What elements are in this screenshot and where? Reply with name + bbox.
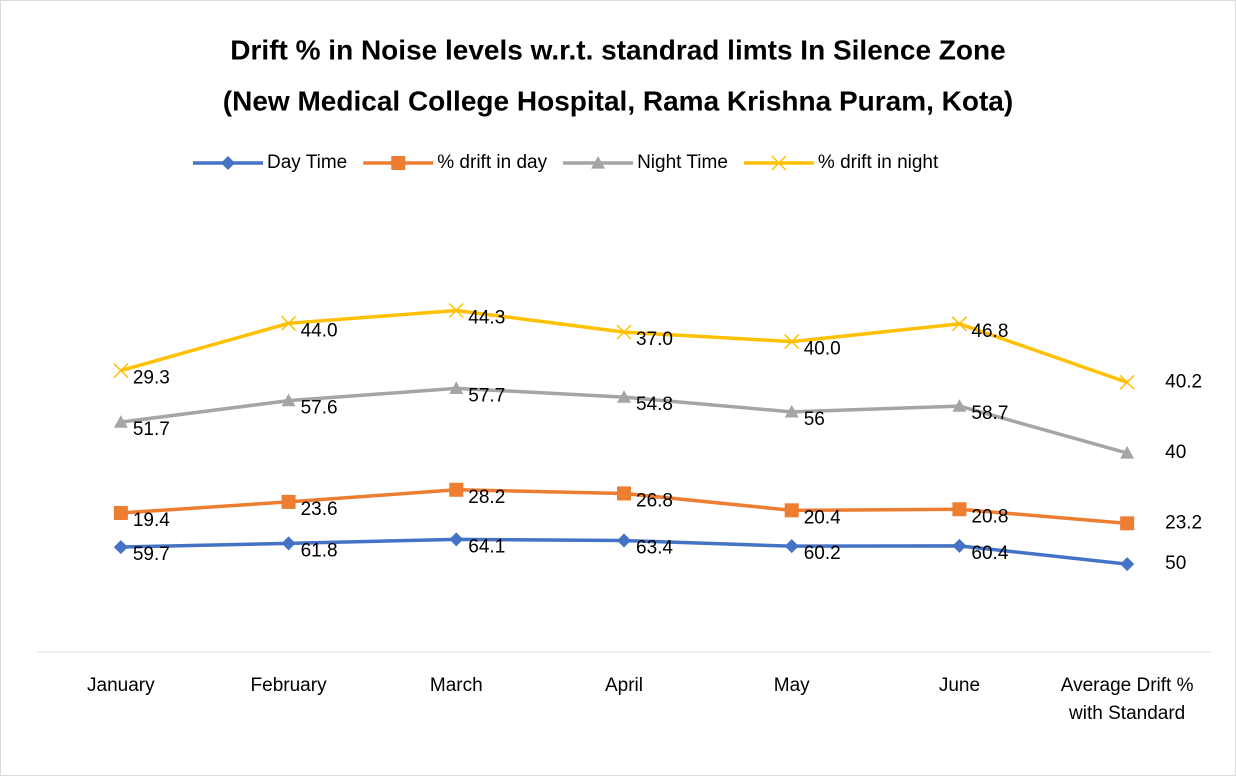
data-label: 61.8: [301, 540, 338, 561]
legend-label: Day Time: [267, 152, 347, 173]
marker: [113, 505, 128, 520]
marker: [113, 415, 128, 428]
data-label: 51.7: [133, 419, 170, 440]
marker: [951, 316, 967, 332]
data-label: 60.4: [971, 543, 1008, 564]
marker: [1119, 374, 1135, 390]
data-label: 63.4: [636, 538, 673, 559]
data-label: 19.4: [133, 510, 170, 531]
data-label: 64.1: [468, 536, 505, 557]
chart-title: (New Medical College Hospital, Rama Kris…: [223, 85, 1013, 116]
chart-title: Drift % in Noise levels w.r.t. standrad …: [230, 34, 1005, 65]
data-label: 57.7: [468, 385, 505, 406]
data-label: 40.2: [1165, 371, 1202, 392]
marker: [952, 502, 967, 517]
x-tick-label: March: [429, 675, 483, 696]
marker: [617, 486, 631, 501]
legend-label: % drift in night: [818, 152, 939, 173]
data-label: 20.4: [804, 507, 841, 528]
data-label: 58.7: [971, 403, 1008, 424]
legend-marker: [771, 155, 787, 171]
marker: [281, 494, 296, 509]
data-label: 59.7: [133, 544, 170, 565]
marker: [448, 302, 464, 319]
data-label: 23.6: [301, 499, 338, 520]
marker: [784, 539, 799, 554]
data-label: 60.2: [804, 543, 841, 564]
data-label: 29.3: [133, 368, 170, 389]
data-label: 57.6: [301, 398, 338, 419]
data-label: 20.8: [971, 506, 1008, 527]
marker: [784, 503, 799, 518]
data-label: 54.8: [636, 394, 673, 415]
marker: [1120, 446, 1135, 459]
data-label: 23.2: [1165, 512, 1202, 533]
x-tick-label: May: [773, 675, 810, 696]
data-label: 44.0: [301, 320, 338, 341]
marker: [281, 393, 296, 407]
data-label: 46.8: [971, 321, 1008, 342]
legend-marker: [591, 156, 606, 169]
marker: [113, 363, 129, 379]
x-tick-label: April: [604, 675, 643, 696]
legend-label: Night Time: [637, 152, 728, 173]
marker: [784, 334, 800, 350]
marker: [617, 533, 631, 548]
marker: [281, 315, 297, 331]
marker: [449, 532, 464, 547]
marker: [617, 390, 631, 403]
marker: [1120, 557, 1135, 572]
legend-label: % drift in day: [437, 152, 547, 173]
data-label: 50: [1165, 553, 1186, 574]
marker: [449, 482, 464, 497]
marker: [113, 540, 128, 555]
marker: [281, 536, 296, 551]
data-label: 37.0: [636, 329, 673, 350]
marker: [952, 538, 967, 553]
x-tick-label: Average Drift % with Standard: [1060, 675, 1194, 724]
marker: [449, 381, 464, 394]
marker: [1120, 516, 1135, 531]
marker: [784, 404, 799, 418]
x-tick-label: January: [87, 675, 155, 696]
data-label: 40: [1165, 442, 1186, 463]
x-tick-label: February: [250, 675, 327, 696]
marker: [952, 399, 967, 412]
data-label: 44.3: [468, 307, 505, 328]
legend-marker: [221, 156, 235, 170]
data-label: 56: [804, 409, 825, 430]
data-label: 40.0: [804, 339, 841, 360]
legend-marker: [391, 156, 406, 170]
marker: [616, 324, 632, 340]
data-label: 26.8: [636, 490, 673, 511]
x-tick-label: June: [938, 675, 981, 696]
data-label: 28.2: [468, 487, 505, 508]
